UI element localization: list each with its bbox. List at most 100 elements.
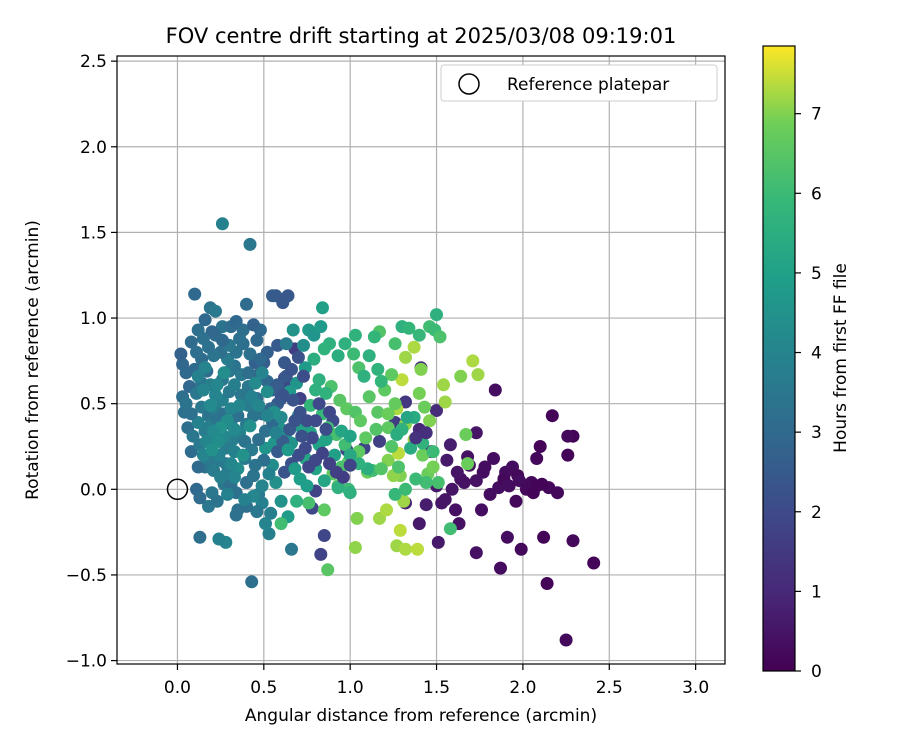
data-point (404, 441, 418, 455)
x-tick-label: 2.0 (509, 678, 536, 698)
data-point (419, 426, 433, 440)
data-point (440, 453, 454, 467)
data-point (347, 347, 361, 361)
data-point (435, 496, 449, 510)
colorbar-tick-label: 3 (811, 423, 822, 443)
data-point (411, 542, 424, 556)
data-point (343, 429, 357, 443)
data-point (196, 332, 210, 346)
data-point (174, 347, 188, 361)
data-point (317, 474, 331, 488)
data-point (209, 304, 222, 318)
data-point (317, 342, 331, 356)
data-point (466, 354, 480, 368)
data-point (350, 511, 364, 525)
data-point (416, 448, 430, 462)
data-point (314, 547, 328, 561)
data-point (278, 465, 291, 479)
data-point (255, 366, 269, 380)
data-point (343, 448, 357, 462)
data-point (297, 338, 310, 352)
data-point (500, 530, 514, 544)
data-point (234, 388, 248, 402)
data-point (371, 405, 385, 419)
data-point (369, 422, 383, 436)
data-point (426, 460, 440, 474)
data-point (459, 428, 473, 441)
data-point (295, 429, 309, 443)
data-point (184, 335, 198, 349)
data-point (241, 366, 255, 380)
data-point (260, 385, 274, 399)
data-point (243, 347, 257, 361)
scatter-points (174, 217, 601, 647)
data-point (399, 350, 412, 364)
data-point (533, 440, 547, 453)
data-point (274, 517, 288, 531)
data-point (179, 397, 193, 411)
data-point (469, 546, 483, 560)
data-point (412, 517, 426, 531)
data-point (271, 378, 285, 392)
data-point (281, 443, 295, 457)
data-point (412, 386, 426, 400)
data-point (291, 350, 305, 364)
data-point (228, 470, 241, 484)
data-point (409, 472, 423, 486)
y-axis-label: Rotation from reference (arcmin) (23, 220, 43, 500)
data-point (343, 486, 357, 500)
data-point (423, 414, 437, 428)
data-point (388, 397, 402, 411)
data-point (236, 448, 250, 462)
legend: Reference platepar (440, 64, 718, 102)
data-point (262, 467, 276, 481)
plot-frame (116, 55, 726, 665)
data-point (286, 393, 300, 407)
data-point (488, 383, 502, 397)
data-point (302, 496, 316, 510)
data-point (374, 462, 388, 476)
data-point (338, 337, 352, 351)
data-point (193, 530, 207, 544)
data-point (343, 458, 357, 472)
data-point (559, 633, 573, 647)
x-tick-label: 0.0 (164, 678, 191, 698)
data-point (551, 486, 564, 500)
data-point (469, 426, 483, 440)
data-point (307, 328, 321, 342)
data-point (271, 445, 285, 459)
data-point (285, 542, 298, 556)
data-point (247, 469, 260, 483)
data-point (279, 337, 293, 351)
data-point (188, 287, 202, 301)
data-point (487, 452, 500, 465)
data-point (426, 445, 440, 459)
legend-entry-label: Reference platepar (507, 75, 669, 95)
data-point (262, 527, 276, 541)
data-point (509, 494, 523, 508)
data-point (207, 424, 221, 438)
data-point (316, 301, 329, 315)
data-point (191, 460, 205, 474)
data-point (319, 422, 333, 436)
data-point (348, 541, 362, 554)
data-point (430, 308, 443, 322)
data-point (250, 505, 264, 519)
y-tick-label: 2.0 (80, 138, 107, 158)
data-point (321, 563, 335, 577)
data-point (190, 345, 203, 359)
data-point (210, 378, 224, 392)
data-point (566, 534, 580, 548)
data-point (545, 409, 559, 423)
data-point (348, 328, 362, 342)
data-point (412, 328, 426, 342)
data-point (419, 498, 433, 512)
data-point (437, 378, 450, 392)
legend-open-circle-icon (458, 73, 480, 95)
data-point (392, 460, 405, 474)
data-point (514, 542, 528, 556)
data-point (399, 542, 412, 556)
colorbar-tick-label: 1 (811, 582, 822, 602)
data-point (288, 462, 302, 476)
data-point (203, 398, 217, 412)
